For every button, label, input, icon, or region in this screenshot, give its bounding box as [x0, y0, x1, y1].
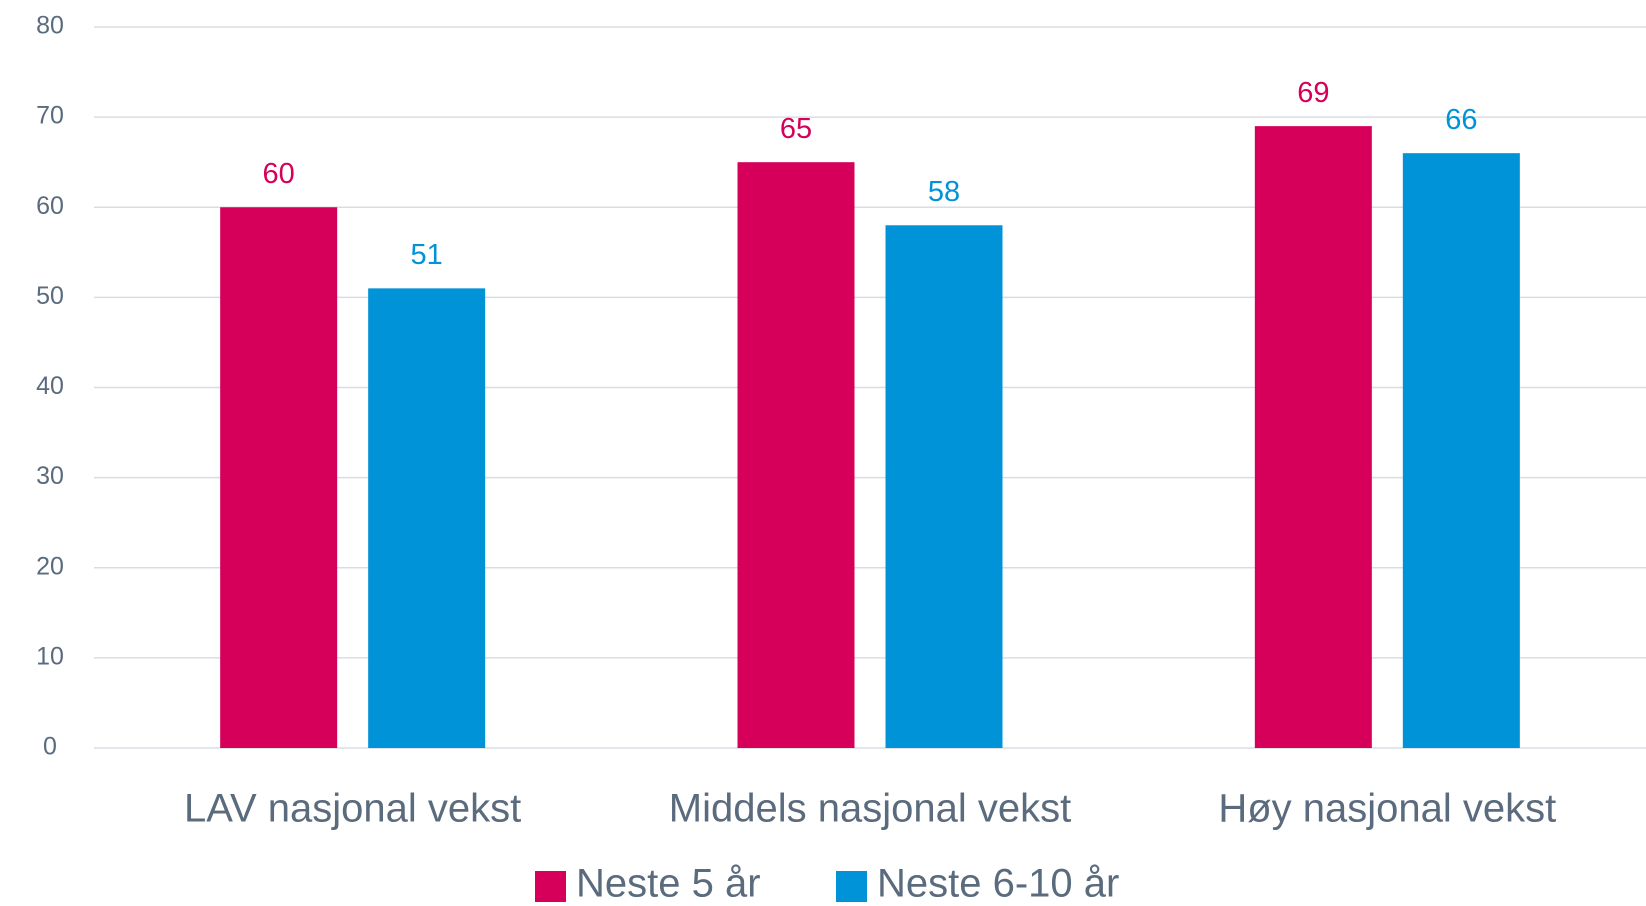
bar [1402, 153, 1520, 749]
x-tick-label: LAV nasjonal vekst [184, 787, 521, 831]
y-tick-label: 20 [36, 552, 64, 580]
data-label: 65 [780, 113, 812, 145]
bar [885, 225, 1003, 748]
data-label: 58 [928, 176, 960, 208]
legend-swatch [836, 871, 867, 902]
y-tick-label: 0 [43, 733, 57, 761]
x-tick-label: Middels nasjonal vekst [669, 787, 1071, 831]
y-tick-label: 10 [36, 642, 64, 670]
y-tick-label: 40 [36, 372, 64, 400]
data-label: 60 [263, 158, 295, 190]
x-tick-label: Høy nasjonal vekst [1218, 787, 1556, 831]
y-tick-label: 70 [36, 102, 64, 130]
bar [737, 162, 855, 748]
bar [368, 288, 486, 748]
y-tick-label: 80 [36, 12, 64, 40]
data-label: 69 [1297, 77, 1329, 109]
y-tick-label: 30 [36, 462, 64, 490]
y-tick-label: 50 [36, 282, 64, 310]
bar [1254, 126, 1372, 748]
legend-label: Neste 5 år [576, 862, 761, 906]
data-label: 66 [1445, 104, 1477, 136]
legend-swatch [535, 871, 566, 902]
bar [220, 207, 338, 748]
y-tick-label: 60 [36, 192, 64, 220]
data-label: 51 [411, 239, 443, 271]
legend-label: Neste 6-10 år [877, 862, 1119, 906]
